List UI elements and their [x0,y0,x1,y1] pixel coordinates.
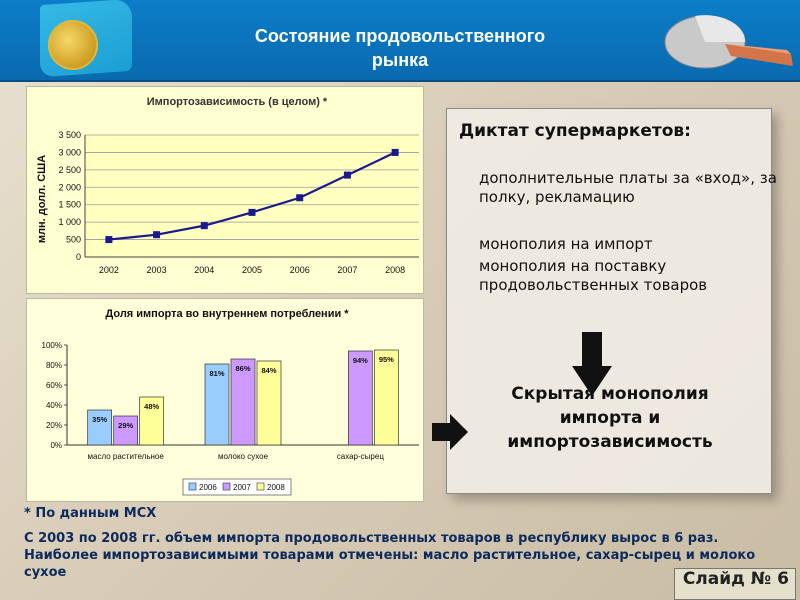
bullet-item: дополнительные платы за «вход», за полку… [455,169,779,207]
x-tick-label: молоко сухое [218,452,269,461]
y-tick-label: 0% [50,441,62,450]
bullet-text: монополия на импорт [479,235,653,253]
legend-swatch [188,482,197,491]
y-tick-label: 20% [46,421,62,430]
y-tick-label: 2 500 [58,165,81,175]
x-tick-label: сахар-сырец [337,452,385,461]
slide-title: Состояние продовольственного рынка [190,24,610,72]
y-tick-label: 2 000 [58,182,81,192]
y-tick-label: 3 500 [58,130,81,140]
bar-data-label: 81% [209,369,224,378]
bullet-text: монополия на поставку продовольственных … [479,257,708,294]
line-chart-ylabel: млн. долл. США [36,155,48,243]
y-tick-label: 40% [46,401,62,410]
data-point [248,208,256,216]
line-chart-x-ticks: 2002 2003 2004 2005 2006 2007 2008 [99,265,405,275]
x-tick-label: 2005 [242,265,262,275]
bullet-item: монополия на поставку продовольственных … [455,257,779,295]
slide-number: Слайд № 6 [674,568,796,600]
y-tick-label: 3 000 [58,147,81,157]
y-tick-label: 1 500 [58,200,81,210]
bar-data-label: 48% [144,402,159,411]
emblem-icon [48,20,98,70]
import-dependence-chart: Импортозависимость (в целом) * млн. долл… [26,86,424,294]
bar [87,409,113,446]
line-chart-y-ticks: 0 500 1 000 1 500 2 000 2 500 3 000 3 500 [58,130,81,262]
data-point [153,231,161,239]
down-arrow-icon [572,332,612,396]
import-share-chart: Доля импорта во внутреннем потреблении *… [26,298,424,502]
y-tick-label: 500 [66,235,81,245]
data-point [200,222,208,230]
bar-data-label: 86% [235,364,250,373]
data-point [391,148,399,156]
line-chart-series [105,148,399,244]
bar-data-label: 94% [353,356,368,365]
legend-swatch [222,482,231,491]
line-chart-title: Импортозависимость (в целом) * [147,96,328,108]
bar [139,396,165,446]
plot-area [85,135,419,257]
supermarket-dictate-panel: Диктат супермаркетов: дополнительные пла… [446,108,777,494]
x-tick-label: 2002 [99,265,119,275]
legend-label: 2007 [233,483,251,492]
bar-chart-y-ticks: 0% 20% 40% 60% 80% 100% [42,341,62,450]
right-arrow-icon [432,414,468,450]
pie-chart-logo-icon [664,15,793,69]
bullet-item: монополия на импорт [455,235,779,254]
slide-title-line2: рынка [371,50,429,70]
x-tick-label: 2004 [194,265,214,275]
summary-text: С 2003 по 2008 гг. объем импорта продово… [24,531,756,580]
x-tick-label: масло растительное [88,452,165,461]
header-bar: Состояние продовольственного рынка [0,0,800,82]
x-tick-label: 2006 [290,265,310,275]
y-tick-label: 60% [46,381,62,390]
legend-label: 2006 [199,483,217,492]
bar [347,350,373,446]
bar-chart-x-ticks: масло растительное молоко сухое сахар-сыре… [88,452,385,461]
conclusion-text: Скрытая монополия импорта и импортозавис… [507,384,713,452]
bar [373,349,399,446]
bar-data-label: 29% [118,421,133,430]
y-tick-label: 0 [76,252,81,262]
x-tick-label: 2003 [147,265,167,275]
bullet-text: дополнительные платы за «вход», за полку… [479,169,777,206]
legend-label: 2008 [267,483,285,492]
x-tick-label: 2007 [337,265,357,275]
data-point [296,194,304,202]
legend-swatch [256,482,265,491]
bar-data-label: 35% [92,415,107,424]
line-chart-svg: Импортозависимость (в целом) * млн. долл… [36,96,419,275]
bar-chart-svg: Доля импорта во внутреннем потреблении *… [42,308,419,496]
data-point [343,171,351,179]
y-tick-label: 1 000 [58,217,81,227]
slide-title-line1: Состояние продовольственного [254,26,546,46]
bar-chart-bars: 35% 29% 48% 81% 86% 84% 94% 95% [87,349,399,446]
source-footnote: * По данным МСХ [24,506,157,521]
bar [113,415,139,446]
bar [204,363,230,446]
y-tick-label: 100% [42,341,62,350]
panel-heading: Диктат супермаркетов: [459,121,691,141]
bar [230,358,256,446]
bar-data-label: 84% [261,366,276,375]
bar [256,360,282,446]
bar-chart-legend: 2006 2007 2008 [182,478,292,496]
line-chart-grid [84,134,419,258]
bar-data-label: 95% [379,355,394,364]
x-tick-label: 2008 [385,265,405,275]
bar-chart-title: Доля импорта во внутреннем потреблении * [105,308,349,320]
data-point [105,236,113,244]
y-tick-label: 80% [46,361,62,370]
